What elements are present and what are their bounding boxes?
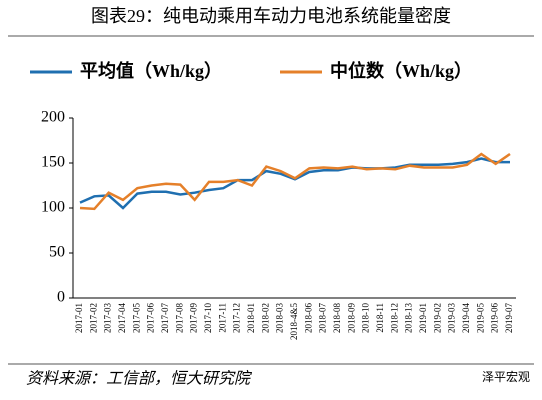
x-tick-label: 2017-05	[131, 303, 141, 333]
x-tick-label: 2018-03	[275, 303, 285, 333]
x-tick-label: 2019-01	[418, 303, 428, 333]
chart-title: 图表29：纯电动乘用车动力电池系统能量密度	[91, 6, 451, 26]
x-tick-label: 2019-04	[461, 303, 471, 333]
y-tick-label: 200	[41, 109, 65, 126]
y-tick-label: 50	[49, 244, 65, 261]
x-tick-label: 2017-03	[103, 303, 113, 333]
x-tick-label: 2018-10	[361, 303, 371, 333]
x-tick-label: 2018-13	[404, 303, 414, 333]
x-tick-label: 2017-02	[88, 303, 98, 333]
x-tick-label: 2017-10	[203, 303, 213, 333]
x-tick-label: 2018-09	[346, 303, 356, 333]
x-tick-label: 2018-02	[260, 303, 270, 333]
x-tick-label: 2018-08	[332, 303, 342, 333]
x-tick-label: 2017-06	[146, 303, 156, 333]
x-tick-label: 2019-07	[504, 303, 514, 333]
x-tick-label: 2018-11	[375, 303, 385, 333]
legend-label: 平均值（Wh/kg）	[80, 60, 222, 81]
x-tick-label: 2018-01	[246, 303, 256, 333]
x-tick-label: 2017-04	[117, 303, 127, 333]
line-series	[79, 157, 510, 210]
x-tick-label: 2019-05	[475, 303, 485, 333]
watermark: 泽平宏观	[482, 369, 530, 384]
x-tick-label: 2018-4&5	[289, 303, 299, 340]
line-series	[79, 152, 511, 211]
legend-label: 中位数（Wh/kg）	[330, 60, 472, 81]
source: 资料来源：工信部，恒大研究院	[26, 370, 253, 388]
x-tick-label: 2017-01	[74, 303, 84, 333]
x-tick-label: 2017-11	[217, 303, 227, 333]
x-tick-label: 2018-07	[318, 303, 328, 333]
x-tick-label: 2019-03	[447, 303, 457, 333]
y-tick-label: 100	[41, 199, 65, 216]
x-tick-label: 2017-09	[189, 303, 199, 333]
y-tick-label: 150	[41, 154, 65, 171]
x-tick-label: 2019-02	[432, 303, 442, 333]
x-tick-label: 2018-12	[389, 303, 399, 333]
x-tick-label: 2017-12	[232, 303, 242, 333]
x-tick-label: 2018-06	[303, 303, 313, 333]
x-tick-label: 2019-06	[490, 303, 500, 333]
y-tick-label: 0	[57, 289, 65, 306]
x-tick-label: 2017-07	[160, 303, 170, 333]
x-tick-label: 2017-08	[174, 303, 184, 333]
